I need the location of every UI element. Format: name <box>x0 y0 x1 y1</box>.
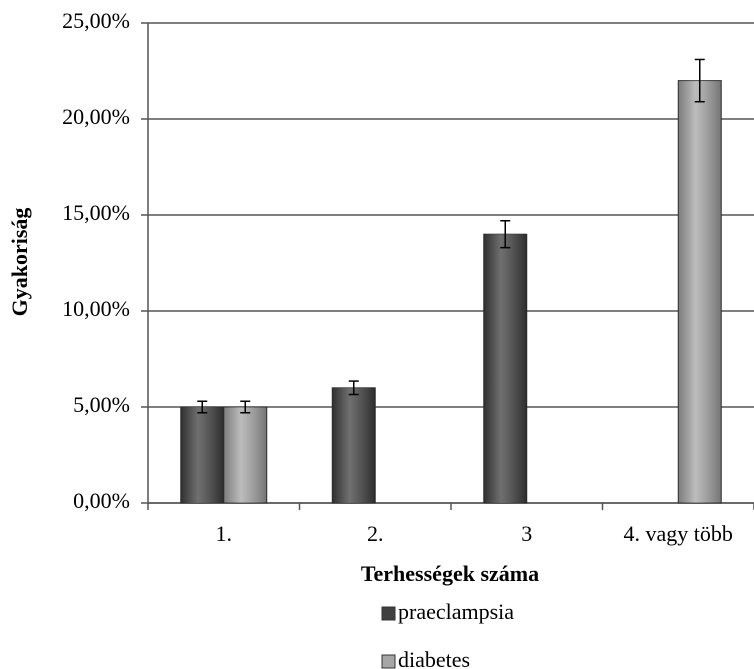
x-tick-label: 2. <box>367 521 384 546</box>
bar-shade <box>223 407 267 503</box>
bar-shade <box>180 407 224 503</box>
y-axis-title: Gyakoriság <box>7 208 32 317</box>
y-tick-label: 25,00% <box>62 8 130 33</box>
bar-shade <box>678 80 722 503</box>
y-tick-label: 15,00% <box>62 200 130 225</box>
legend-label: praeclampsia <box>398 599 514 624</box>
legend-label: diabetes <box>398 647 470 669</box>
bar-shade <box>332 387 376 503</box>
bar-shade <box>483 234 527 503</box>
x-axis-title: Terhességek száma <box>361 561 539 586</box>
y-tick-label: 5,00% <box>73 392 130 417</box>
y-tick-label: 20,00% <box>62 104 130 129</box>
x-tick-label: 1. <box>216 521 233 546</box>
y-tick-label: 10,00% <box>62 296 130 321</box>
y-tick-label: 0,00% <box>73 488 130 513</box>
x-tick-label: 4. vagy több <box>624 521 733 546</box>
legend-swatch <box>381 654 396 669</box>
legend-swatch <box>381 606 396 621</box>
x-tick-label: 3 <box>521 521 532 546</box>
